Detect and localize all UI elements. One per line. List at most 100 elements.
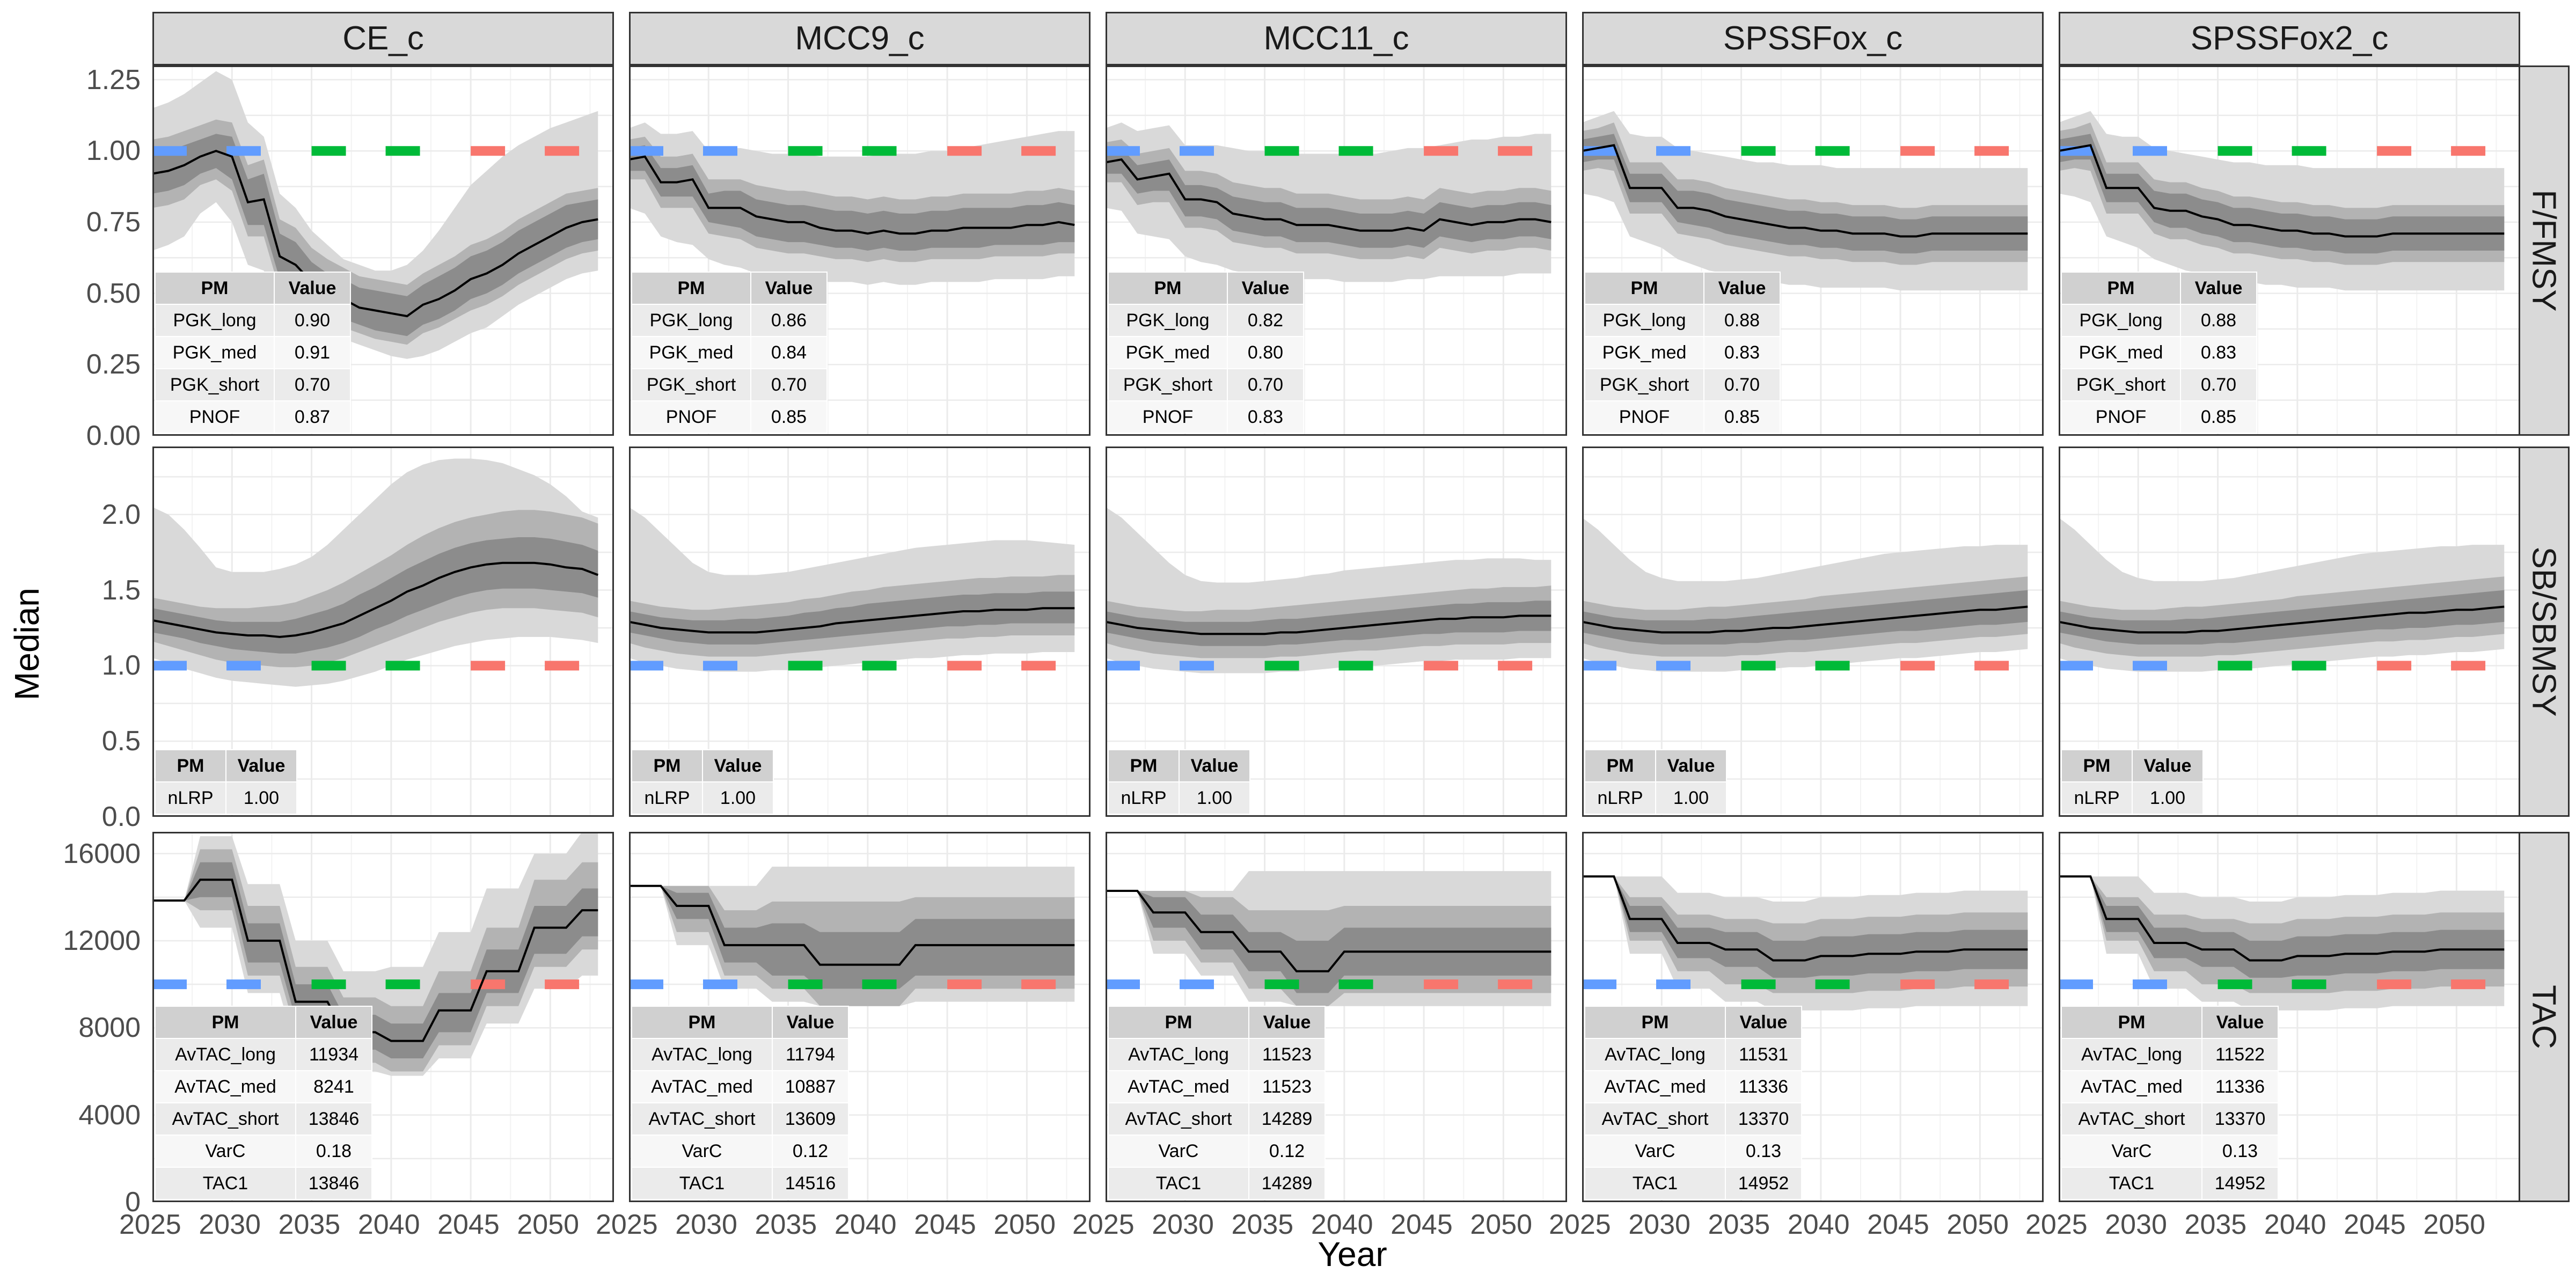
pm-table-cell: PNOF bbox=[2061, 400, 2181, 434]
row-strip-label: F/FMSY bbox=[2525, 189, 2563, 312]
pm-table-header-cell: PM bbox=[1108, 1006, 1249, 1039]
x-tick-label: 2045 bbox=[1391, 1209, 1453, 1240]
x-tick-label: 2035 bbox=[1231, 1209, 1294, 1240]
y-tick-label: 2.0 bbox=[101, 499, 141, 530]
pm-table-cell: 11794 bbox=[772, 1038, 849, 1071]
pm-table-header: PM Value bbox=[1108, 272, 1304, 305]
y-tick-label: 1.0 bbox=[101, 650, 141, 682]
x-tick-label: 2045 bbox=[1867, 1209, 1929, 1240]
pm-table-cell: AvTAC_short bbox=[1108, 1102, 1249, 1136]
median-line bbox=[1582, 144, 2028, 238]
pm-table-cell: PGK_short bbox=[1108, 368, 1228, 401]
panel-border bbox=[2059, 447, 2520, 817]
band-inner bbox=[1106, 891, 1552, 993]
pm-table-cell: 14516 bbox=[772, 1167, 849, 1200]
pm-table-cell: 14952 bbox=[1725, 1167, 1802, 1200]
y-tick-label: 0.25 bbox=[86, 349, 141, 380]
pm-table-row: PGK_short 0.70 bbox=[1584, 368, 1781, 401]
median-line bbox=[2059, 144, 2505, 238]
pm-table-row: TAC1 14952 bbox=[2061, 1167, 2279, 1200]
facet-panel: PM Value AvTAC_long 11794 AvTAC_med 10887 AvTA… bbox=[629, 832, 1091, 1202]
pm-table-header-cell: PM bbox=[631, 272, 751, 305]
pm-table-cell: PNOF bbox=[1584, 400, 1704, 434]
pm-table-cell: nLRP bbox=[1584, 781, 1656, 815]
pm-table-row: TAC1 14289 bbox=[1108, 1167, 1326, 1200]
pm-table-header-cell: PM bbox=[1108, 272, 1228, 305]
pm-table-cell: 8241 bbox=[295, 1070, 372, 1103]
pm-table-header: PM Value bbox=[1584, 1006, 1802, 1039]
pm-table-header: PM Value bbox=[2061, 749, 2204, 782]
y-tick-label: 0.75 bbox=[86, 206, 141, 238]
x-tick-label: 2050 bbox=[1946, 1209, 2009, 1240]
pm-table-cell: 11531 bbox=[1725, 1038, 1802, 1071]
pm-table-cell: TAC1 bbox=[1108, 1167, 1249, 1200]
median-line bbox=[1106, 158, 1552, 232]
panel-border bbox=[152, 832, 614, 1202]
pm-table-cell: 0.82 bbox=[1227, 304, 1304, 337]
x-tick-label: 2025 bbox=[1072, 1209, 1135, 1240]
pm-table-cell: 0.90 bbox=[274, 304, 351, 337]
pm-table-row: VarC 0.18 bbox=[155, 1135, 372, 1168]
pm-table-cell: AvTAC_med bbox=[1108, 1070, 1249, 1103]
pm-table-header: PM Value bbox=[1584, 749, 1727, 782]
column-strip: SPSSFox_c bbox=[1582, 12, 2044, 65]
x-tick-label: 2050 bbox=[2423, 1209, 2486, 1240]
pm-table-row: nLRP 1.00 bbox=[1108, 781, 1250, 815]
pm-table-row: AvTAC_short 14289 bbox=[1108, 1102, 1326, 1136]
panel-border bbox=[629, 832, 1091, 1202]
median-line bbox=[152, 561, 599, 638]
pm-table-cell: 11336 bbox=[1725, 1070, 1802, 1103]
pm-table-cell: PGK_med bbox=[2061, 336, 2181, 369]
panel-border bbox=[629, 447, 1091, 817]
pm-table-header-cell: PM bbox=[1584, 1006, 1726, 1039]
x-tick-label: 2025 bbox=[596, 1209, 658, 1240]
pm-table-cell: 0.88 bbox=[2180, 304, 2257, 337]
facet-panel: PM Value nLRP 1.00 bbox=[629, 447, 1091, 817]
pm-table-cell: VarC bbox=[631, 1135, 773, 1168]
pm-table-header-cell: Value bbox=[225, 749, 297, 782]
pm-table-row: PNOF 0.83 bbox=[1108, 400, 1304, 434]
pm-table-cell: 0.12 bbox=[772, 1135, 849, 1168]
pm-table-cell: 10887 bbox=[772, 1070, 849, 1103]
pm-table-cell: 0.86 bbox=[750, 304, 828, 337]
pm-table: PM Value AvTAC_long 11522 AvTAC_med 11336 AvTA… bbox=[2061, 1006, 2279, 1200]
pm-table-row: PGK_short 0.70 bbox=[155, 368, 351, 401]
pm-table-cell: PGK_long bbox=[1108, 304, 1228, 337]
pm-table-row: nLRP 1.00 bbox=[155, 781, 297, 815]
pm-table-header: PM Value bbox=[155, 749, 297, 782]
pm-table-header: PM Value bbox=[2061, 1006, 2279, 1039]
panel-border bbox=[1106, 447, 1567, 817]
pm-table-cell: 0.87 bbox=[274, 400, 351, 434]
pm-table-cell: 0.85 bbox=[1703, 400, 1781, 434]
pm-table-header: PM Value bbox=[155, 272, 351, 305]
pm-table-cell: 1.00 bbox=[702, 781, 774, 815]
y-tick-label: 0 bbox=[125, 1187, 141, 1218]
pm-table-cell: PGK_long bbox=[631, 304, 751, 337]
pm-table-cell: 11523 bbox=[1248, 1038, 1326, 1071]
panel-plot bbox=[2059, 447, 2520, 817]
pm-table-cell: AvTAC_long bbox=[155, 1038, 296, 1071]
pm-table: PM Value nLRP 1.00 bbox=[1584, 749, 1727, 815]
pm-table-row: AvTAC_short 13370 bbox=[2061, 1102, 2279, 1136]
pm-table-header-cell: Value bbox=[295, 1006, 372, 1039]
x-tick-label: 2030 bbox=[1628, 1209, 1690, 1240]
pm-table-cell: AvTAC_long bbox=[1584, 1038, 1726, 1071]
median-line bbox=[1582, 605, 2028, 634]
pm-table-header-cell: PM bbox=[2061, 272, 2181, 305]
pm-table: PM Value PGK_long 0.82 PGK_med 0.80 PGK_short 0… bbox=[1108, 272, 1304, 434]
panel-border bbox=[1106, 65, 1567, 436]
x-tick-label: 2035 bbox=[278, 1209, 341, 1240]
pm-table-row: AvTAC_med 8241 bbox=[155, 1070, 372, 1103]
x-tick-label: 2050 bbox=[1470, 1209, 1533, 1240]
pm-table: PM Value nLRP 1.00 bbox=[2061, 749, 2204, 815]
pm-table-cell: nLRP bbox=[2061, 781, 2133, 815]
pm-table-cell: PGK_med bbox=[1108, 336, 1228, 369]
x-tick-label: 2045 bbox=[2344, 1209, 2406, 1240]
pm-table-header-cell: Value bbox=[2180, 272, 2257, 305]
pm-table-cell: VarC bbox=[1108, 1135, 1249, 1168]
pm-table-cell: 0.12 bbox=[1248, 1135, 1326, 1168]
pm-table-cell: PNOF bbox=[155, 400, 275, 434]
band-outer bbox=[152, 832, 598, 1076]
pm-table-row: PNOF 0.85 bbox=[631, 400, 828, 434]
